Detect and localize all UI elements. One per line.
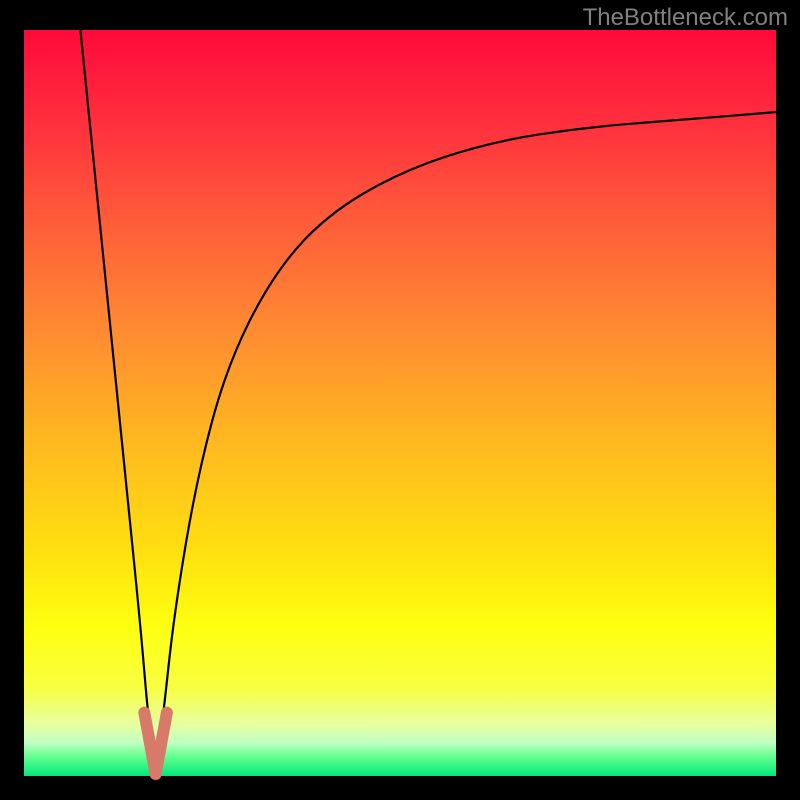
bottleneck-chart [0, 0, 800, 800]
watermark-text: TheBottleneck.com [583, 4, 788, 32]
gradient-background [24, 30, 776, 776]
chart-container: TheBottleneck.com [0, 0, 800, 800]
